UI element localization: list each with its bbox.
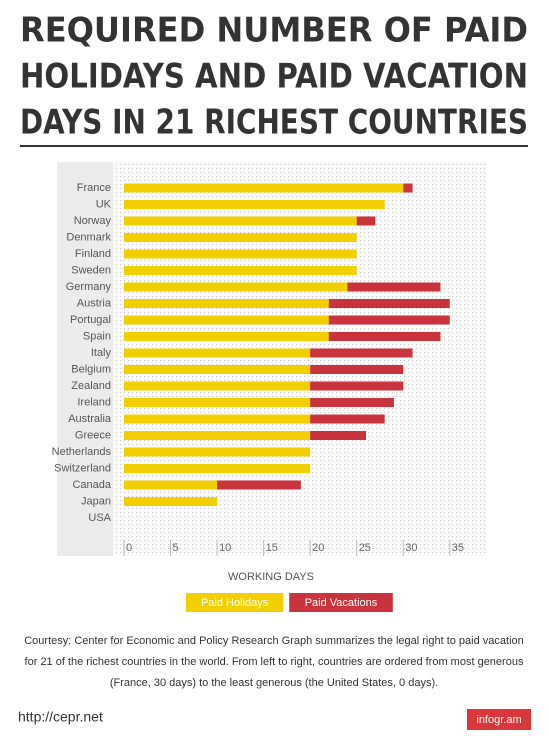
bar-segment [124,249,357,259]
y-tick-label: Greece [75,429,111,441]
bar-segment [124,398,311,407]
y-tick-label: Sweden [71,264,111,276]
bar-segment [328,332,441,341]
bar-segment [310,431,366,440]
x-tick-label: 10 [219,542,231,554]
y-tick-label: Zealand [71,380,111,392]
bar-segment [310,398,394,407]
title-line: DAYS IN 21 RICHEST COUNTRIES [20,103,528,143]
bar-segment [124,315,329,325]
y-tick-label: Spain [83,330,111,342]
bar-segment [310,365,404,374]
bar-segment [403,183,413,193]
bar-segment [347,282,441,292]
bar-segment [124,447,311,457]
caption: Courtesy: Center for Economic and Policy… [24,635,524,689]
bar-segment [124,200,385,209]
y-tick-label: Finland [75,248,111,260]
x-tick-label: 30 [405,542,417,554]
y-tick-label: Italy [91,347,112,359]
x-tick-label: 5 [173,542,179,554]
title: REQUIRED NUMBER OF PAID HOLIDAYS AND PAID… [20,11,528,143]
y-tick-label: Switzerland [54,462,111,474]
y-tick-label: Denmark [66,231,111,243]
legend-label: Paid Vacations [305,597,378,609]
bar-segment [124,365,311,374]
y-tick-label: Austria [77,297,112,309]
caption-line: for 21 of the richest countries in the w… [25,656,524,668]
bar-segment [124,464,311,473]
bar-segment [124,381,311,391]
bar-segment [124,233,357,242]
y-tick-label: UK [96,198,112,210]
x-tick-label: 0 [126,542,132,554]
legend-label: Paid Holidays [201,597,269,609]
label-panel [57,162,113,556]
y-tick-label: Japan [81,495,111,507]
bar-segment [217,480,301,490]
brand-badge [467,709,531,730]
bar-segment [124,216,357,226]
bar-segment [124,282,348,292]
y-tick-label: Australia [68,413,112,425]
y-tick-label: Norway [74,215,112,227]
y-tick-label: Belgium [71,363,111,375]
y-tick-label: Portugal [70,314,111,326]
x-tick-label: 35 [452,542,464,554]
y-tick-label: Ireland [77,396,111,408]
plot-area [113,162,487,556]
x-tick-label: 25 [359,542,371,554]
brand: infogr.am [476,714,521,726]
caption-line: Courtesy: Center for Economic and Policy… [24,635,524,647]
bar-segment [310,414,385,424]
bar-segment [124,480,218,490]
y-tick-label: Canada [72,479,111,491]
plot: 0 5 10 15 20 25 30 35 France UK Norway Denmark Finla… [52,182,464,556]
bar-segment [328,315,450,325]
bar-segment [310,381,404,391]
bar-segment [124,348,311,358]
title-line: HOLIDAYS AND PAID VACATION [20,57,528,97]
y-tick-label: Netherlands [52,446,112,458]
title-line: REQUIRED NUMBER OF PAID [20,11,528,51]
bar-segment [124,299,329,308]
bar-segment [356,216,376,226]
x-tick-label: 15 [266,542,278,554]
source: http://cepr.net [18,709,103,725]
bar-segment [124,183,404,193]
y-tick-label: France [77,182,111,194]
bar-segment [124,332,329,341]
caption-line: (France, 30 days) to the least generous … [110,677,438,689]
legend-swatch [289,593,393,612]
legend: Paid Holidays Paid Vacations [186,593,393,612]
x-tick-label: 20 [312,542,324,554]
x-axis-label: WORKING DAYS [228,571,314,583]
legend-swatch [186,593,284,612]
y-tick-label: Germany [66,281,112,293]
bar-segment [124,497,218,506]
bar-segment [124,414,311,424]
bar-segment [124,266,357,275]
bar-segment [328,299,450,308]
bar-segment [310,348,413,358]
y-tick-label: USA [88,512,111,524]
bar-segment [124,431,311,440]
